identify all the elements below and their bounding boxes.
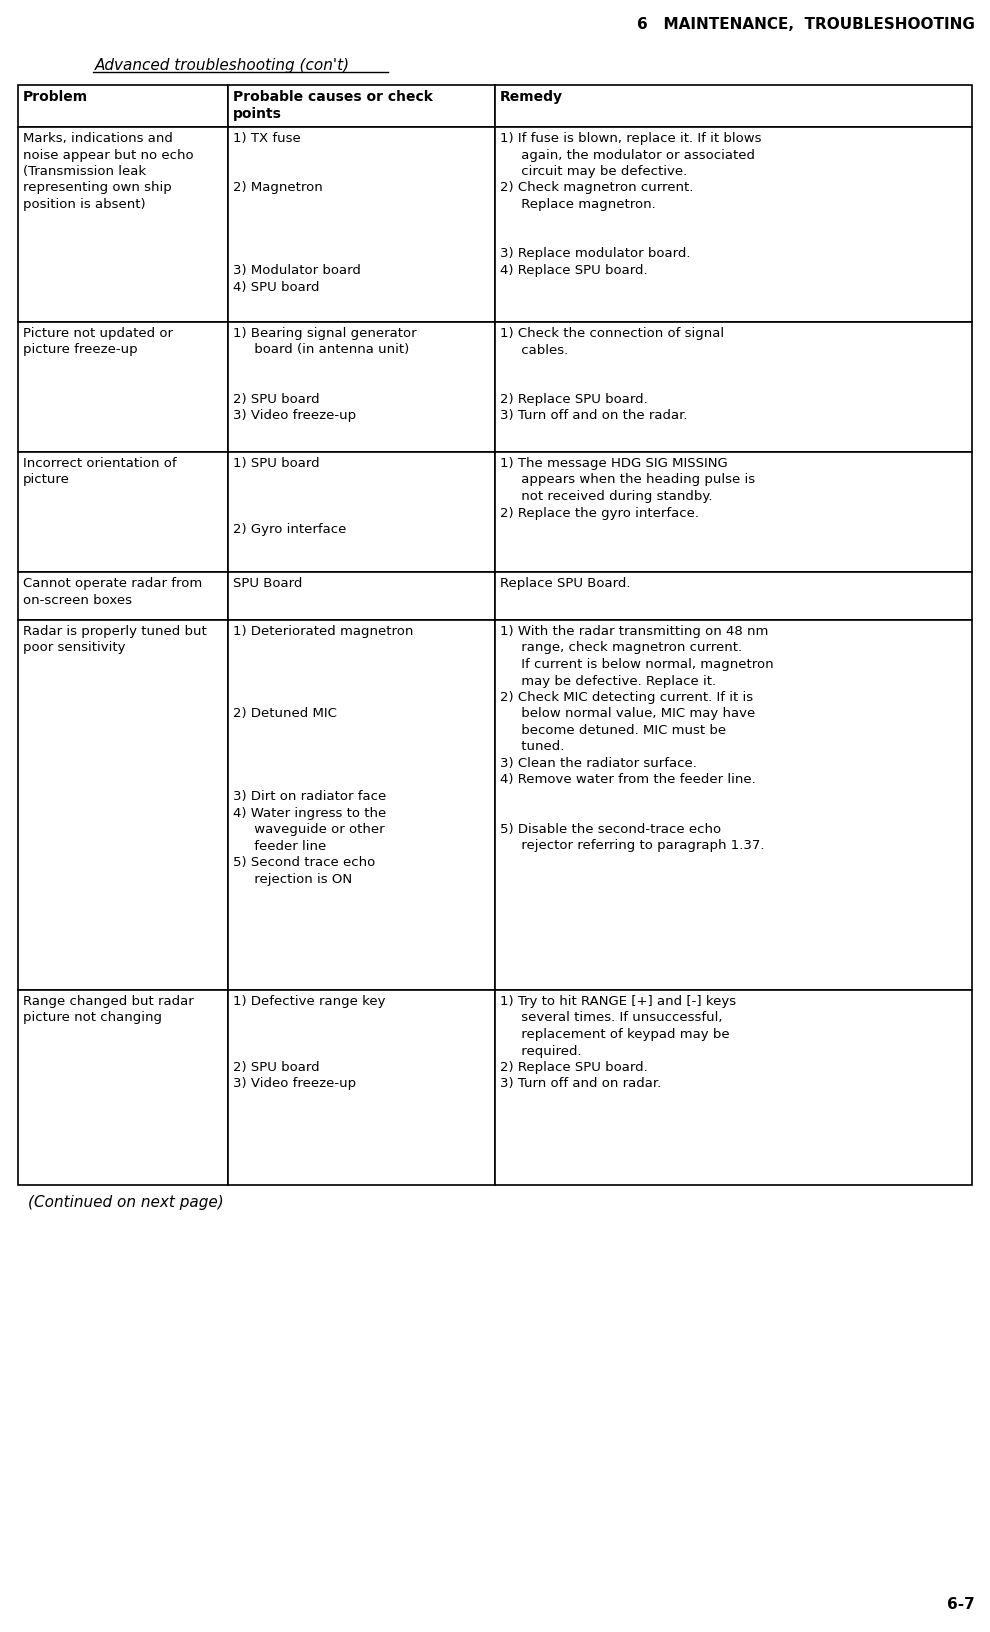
Bar [18, 127, 228, 322]
Text: 1) The message HDG SIG MISSING
     appears when the heading pulse is
     not r: 1) The message HDG SIG MISSING appears w… [500, 457, 755, 519]
Text: Probable causes or check
points: Probable causes or check points [233, 90, 433, 121]
Text: (Continued on next page): (Continued on next page) [28, 1195, 224, 1209]
Bar [18, 452, 228, 571]
Text: Remedy: Remedy [500, 90, 563, 104]
Bar [228, 571, 495, 620]
Bar [495, 85, 972, 127]
Text: 1) Deteriorated magnetron




2) Detuned MIC




3) Dirt on radiator face
4) Wat: 1) Deteriorated magnetron 2) Detuned MIC… [233, 625, 413, 886]
Bar [495, 127, 972, 322]
Text: 6   MAINTENANCE,  TROUBLESHOOTING: 6 MAINTENANCE, TROUBLESHOOTING [638, 16, 975, 33]
Bar [18, 322, 228, 452]
Bar [228, 991, 495, 1185]
Text: 1) Try to hit RANGE [+] and [-] keys
     several times. If unsuccessful,
     r: 1) Try to hit RANGE [+] and [-] keys sev… [500, 996, 737, 1090]
Text: 1) Bearing signal generator
     board (in antenna unit)


2) SPU board
3) Video: 1) Bearing signal generator board (in an… [233, 326, 417, 423]
Bar [18, 571, 228, 620]
Bar [495, 322, 972, 452]
Bar [18, 85, 228, 127]
Text: Range changed but radar
picture not changing: Range changed but radar picture not chan… [23, 996, 194, 1025]
Text: 1) Check the connection of signal
     cables.


2) Replace SPU board.
3) Turn o: 1) Check the connection of signal cables… [500, 326, 724, 423]
Text: 1) Defective range key



2) SPU board
3) Video freeze-up: 1) Defective range key 2) SPU board 3) V… [233, 996, 385, 1090]
Bar [228, 452, 495, 571]
Text: Marks, indications and
noise appear but no echo
(Transmission leak
representing : Marks, indications and noise appear but … [23, 132, 194, 211]
Text: Problem: Problem [23, 90, 88, 104]
Bar [228, 620, 495, 991]
Bar [495, 991, 972, 1185]
Bar [495, 620, 972, 991]
Text: SPU Board: SPU Board [233, 578, 302, 591]
Text: 1) If fuse is blown, replace it. If it blows
     again, the modulator or associ: 1) If fuse is blown, replace it. If it b… [500, 132, 761, 277]
Text: Incorrect orientation of
picture: Incorrect orientation of picture [23, 457, 176, 486]
Text: Advanced troubleshooting (con't): Advanced troubleshooting (con't) [95, 59, 350, 73]
Text: Cannot operate radar from
on-screen boxes: Cannot operate radar from on-screen boxe… [23, 578, 202, 607]
Text: Radar is properly tuned but
poor sensitivity: Radar is properly tuned but poor sensiti… [23, 625, 207, 654]
Text: 6-7: 6-7 [947, 1598, 975, 1612]
Bar [18, 991, 228, 1185]
Text: 1) With the radar transmitting on 48 nm
     range, check magnetron current.
   : 1) With the radar transmitting on 48 nm … [500, 625, 773, 852]
Text: 1) SPU board



2) Gyro interface: 1) SPU board 2) Gyro interface [233, 457, 346, 535]
Text: Replace SPU Board.: Replace SPU Board. [500, 578, 631, 591]
Bar [228, 322, 495, 452]
Text: Picture not updated or
picture freeze-up: Picture not updated or picture freeze-up [23, 326, 173, 356]
Bar [228, 85, 495, 127]
Bar [495, 571, 972, 620]
Bar [495, 452, 972, 571]
Text: 1) TX fuse


2) Magnetron




3) Modulator board
4) SPU board: 1) TX fuse 2) Magnetron 3) Modulator boa… [233, 132, 360, 294]
Bar [228, 127, 495, 322]
Bar [18, 620, 228, 991]
